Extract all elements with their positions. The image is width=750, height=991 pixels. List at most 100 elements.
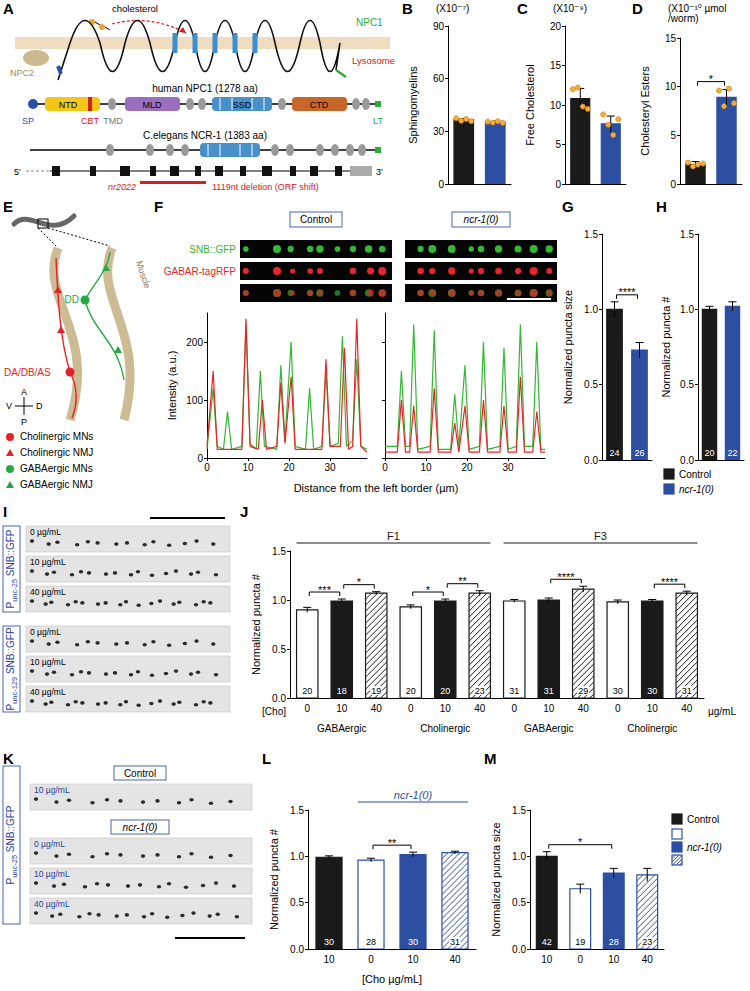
svg-text:Lysosome: Lysosome (352, 55, 395, 66)
svg-text:P: P (21, 417, 27, 427)
svg-text:60: 60 (433, 73, 445, 84)
svg-text:90: 90 (433, 21, 445, 32)
svg-text:19: 19 (371, 686, 381, 696)
svg-text:24: 24 (609, 448, 619, 458)
svg-text:20: 20 (461, 462, 473, 473)
svg-text:D: D (36, 401, 43, 411)
svg-text:Normalized puncta #: Normalized puncta # (250, 573, 262, 675)
svg-text:23: 23 (475, 686, 485, 696)
svg-text:Cholinergic: Cholinergic (627, 723, 677, 734)
svg-text:31: 31 (450, 937, 460, 947)
svg-text:0.5: 0.5 (512, 897, 526, 908)
svg-text:Control: Control (687, 814, 719, 825)
svg-text:20: 20 (550, 21, 562, 32)
svg-text:40 µg/mL: 40 µg/mL (30, 587, 66, 597)
svg-text:40 µg/mL: 40 µg/mL (34, 899, 70, 909)
svg-text:Free Cholesterol: Free Cholesterol (524, 64, 536, 145)
svg-text:5: 5 (555, 139, 561, 150)
svg-text:0: 0 (615, 703, 621, 714)
svg-text:Cholesteryl Esters: Cholesteryl Esters (639, 66, 651, 156)
svg-text:Control: Control (124, 768, 156, 779)
svg-text:31: 31 (544, 686, 554, 696)
svg-text:ncr-1(0): ncr-1(0) (464, 214, 499, 225)
svg-text:DA/DB/AS: DA/DB/AS (4, 367, 51, 378)
svg-text:F1: F1 (387, 530, 400, 542)
svg-text:Punc-25 SNB::GFP: Punc-25 SNB::GFP (5, 529, 19, 608)
svg-text:E: E (3, 198, 13, 215)
svg-text:Normalized puncta size: Normalized puncta size (490, 822, 502, 936)
svg-text:40: 40 (371, 703, 383, 714)
svg-text:0: 0 (438, 179, 444, 190)
svg-text:1.5: 1.5 (290, 805, 304, 816)
svg-text:1.5: 1.5 (272, 546, 286, 557)
svg-text:*: * (578, 836, 583, 848)
svg-text:****: **** (661, 576, 679, 588)
svg-text:10 µg/mL: 10 µg/mL (34, 869, 70, 879)
svg-text:0 µg/mL: 0 µg/mL (30, 527, 61, 537)
svg-text:10: 10 (647, 703, 659, 714)
svg-text:K: K (3, 750, 14, 767)
svg-text:***: *** (318, 584, 332, 596)
svg-text:Muscle: Muscle (134, 260, 152, 290)
svg-text:40: 40 (474, 703, 486, 714)
svg-text:human NPC1 (1278 aa): human NPC1 (1278 aa) (152, 83, 258, 94)
svg-text:20: 20 (406, 686, 416, 696)
svg-text:GABAergic MNs: GABAergic MNs (20, 463, 93, 474)
svg-text:10: 10 (323, 954, 335, 965)
svg-text:/worm): /worm) (668, 13, 699, 24)
svg-text:(X10⁻⁷): (X10⁻⁷) (436, 3, 469, 14)
svg-text:[Cho]: [Cho] (262, 706, 286, 717)
svg-text:A: A (3, 0, 14, 17)
svg-text:31: 31 (682, 686, 692, 696)
svg-text:26: 26 (634, 448, 644, 458)
svg-text:Punc-25 SNB::GFP: Punc-25 SNB::GFP (5, 805, 19, 884)
svg-text:1.0: 1.0 (680, 304, 694, 315)
svg-text:22: 22 (727, 448, 737, 458)
svg-text:Intensity (a.u.): Intensity (a.u.) (166, 351, 178, 421)
svg-text:10: 10 (541, 954, 553, 965)
svg-text:10 µg/mL: 10 µg/mL (30, 657, 66, 667)
svg-text:ncr-1(0): ncr-1(0) (687, 842, 722, 853)
svg-text:[Cho µg/mL]: [Cho µg/mL] (362, 973, 422, 985)
svg-text:1.0: 1.0 (290, 851, 304, 862)
svg-text:28: 28 (609, 937, 619, 947)
svg-text:1.5: 1.5 (512, 805, 526, 816)
svg-text:0 µg/mL: 0 µg/mL (30, 627, 61, 637)
svg-text:40: 40 (449, 954, 461, 965)
svg-text:NTD: NTD (59, 100, 78, 110)
svg-text:30: 30 (408, 937, 418, 947)
svg-text:0.5: 0.5 (584, 379, 598, 390)
svg-text:1.0: 1.0 (512, 851, 526, 862)
svg-text:C.elegans NCR-1 (1383 aa): C.elegans NCR-1 (1383 aa) (143, 130, 267, 141)
svg-text:10: 10 (242, 462, 254, 473)
svg-text:cholesterol: cholesterol (112, 3, 158, 14)
svg-text:GABAR-tagRFP: GABAR-tagRFP (164, 266, 237, 277)
svg-text:15: 15 (550, 60, 562, 71)
svg-text:SNB::GFP: SNB::GFP (189, 244, 236, 255)
svg-text:30: 30 (325, 462, 337, 473)
svg-text:0: 0 (408, 703, 414, 714)
svg-text:5': 5' (14, 167, 21, 177)
svg-text:Distance from the left border: Distance from the left border (µm) (294, 482, 459, 494)
svg-text:0: 0 (382, 462, 388, 473)
svg-text:TMD: TMD (103, 116, 123, 126)
svg-text:Punc-129 SNB::GFP: Punc-129 SNB::GFP (5, 627, 19, 711)
svg-text:SP: SP (22, 116, 34, 126)
svg-text:NPC2: NPC2 (10, 68, 34, 78)
svg-text:10: 10 (665, 81, 677, 92)
svg-text:10: 10 (336, 703, 348, 714)
svg-text:*: * (709, 73, 714, 85)
svg-text:A: A (21, 387, 27, 397)
svg-text:Normalized puncta size: Normalized puncta size (562, 290, 574, 404)
svg-text:0: 0 (204, 462, 210, 473)
svg-text:Sphingomyelins: Sphingomyelins (407, 66, 419, 144)
svg-text:1.5: 1.5 (680, 229, 694, 240)
svg-text:28: 28 (366, 937, 376, 947)
svg-text:GABAergic: GABAergic (524, 723, 573, 734)
svg-text:CBT: CBT (81, 116, 100, 126)
svg-text:1.0: 1.0 (272, 595, 286, 606)
svg-text:40: 40 (642, 954, 654, 965)
svg-text:5: 5 (670, 130, 676, 141)
svg-text:CTD: CTD (310, 100, 329, 110)
svg-text:30: 30 (324, 937, 334, 947)
